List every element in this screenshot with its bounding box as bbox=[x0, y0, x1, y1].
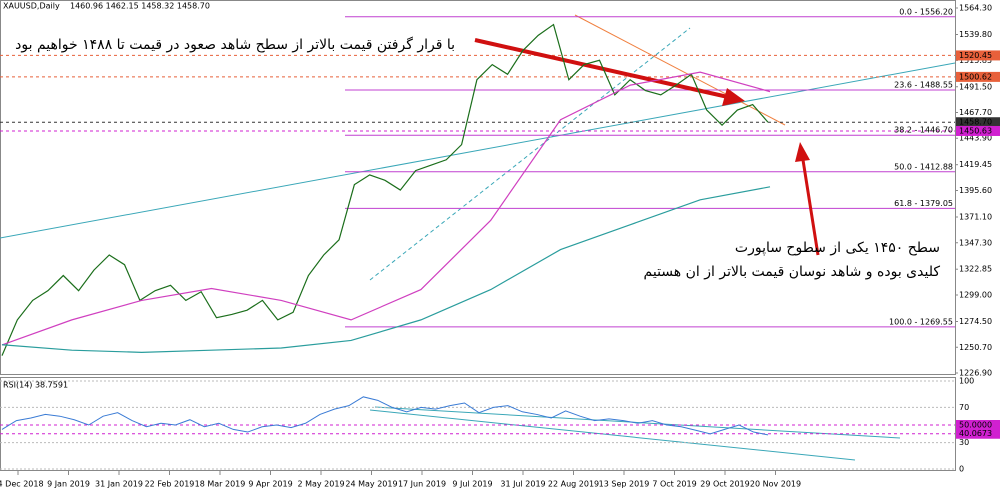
level-label: 1500.62 bbox=[959, 72, 992, 81]
y-tick-label: 1467.70 bbox=[959, 108, 992, 117]
x-tick-label: 9 Jan 2019 bbox=[47, 480, 90, 489]
chart-title: XAUUSD,Daily bbox=[3, 2, 60, 11]
y-tick-label: 70 bbox=[959, 403, 969, 412]
y-tick-label: 1250.70 bbox=[959, 343, 992, 352]
y-tick-label: 1419.45 bbox=[959, 160, 992, 169]
x-tick-label: 9 Apr 2019 bbox=[248, 480, 292, 489]
rsi-trend bbox=[374, 406, 901, 439]
price-line bbox=[1, 23, 769, 356]
y-tick-label: 1274.50 bbox=[959, 317, 992, 326]
y-tick-label: 1564.30 bbox=[959, 4, 992, 13]
level-label: 50.0000 bbox=[959, 421, 992, 430]
x-tick-label: 14 Dec 2018 bbox=[0, 480, 44, 489]
fib-label: 61.8 - 1379.05 bbox=[894, 199, 953, 208]
trend-line bbox=[574, 14, 786, 126]
trend-line bbox=[369, 27, 691, 281]
x-tick-label: 9 Jul 2019 bbox=[452, 480, 492, 489]
fib-label: 50.0 - 1412.88 bbox=[894, 162, 953, 171]
price-line bbox=[1, 71, 771, 346]
y-tick-label: 1371.10 bbox=[959, 213, 992, 222]
fib-label: 38.2 - 1446.70 bbox=[894, 126, 953, 135]
x-tick-label: 31 Jul 2019 bbox=[500, 480, 545, 489]
y-tick-label: 1491.50 bbox=[959, 82, 992, 91]
fib-label: 0.0 - 1556.20 bbox=[899, 7, 953, 16]
y-tick-label: 1226.90 bbox=[959, 369, 992, 378]
y-tick-label: 1395.60 bbox=[959, 186, 992, 195]
annotation: سطح ۱۴۵۰ یکی از سطوح ساپورت bbox=[735, 240, 940, 256]
y-tick-label: 1299.00 bbox=[959, 291, 992, 300]
x-tick-label: 29 Oct 2019 bbox=[700, 480, 749, 489]
fib-label: 100.0 - 1269.55 bbox=[889, 317, 953, 326]
level-box bbox=[956, 428, 1000, 439]
trend-line bbox=[0, 62, 956, 239]
level-label: 1520.45 bbox=[959, 51, 992, 60]
level-box bbox=[956, 117, 1000, 128]
annotation: کلیدی بوده و شاهد نوسان قیمت بالاتر از ا… bbox=[644, 264, 941, 280]
y-tick-label: 1443.90 bbox=[959, 134, 992, 143]
level-box bbox=[956, 71, 1000, 82]
rsi-frame bbox=[0, 377, 956, 471]
level-box bbox=[956, 125, 1000, 136]
x-tick-label: 22 Aug 2019 bbox=[548, 480, 599, 489]
x-tick-label: 13 Sep 2019 bbox=[599, 480, 650, 489]
x-tick-label: 18 Mar 2019 bbox=[195, 480, 246, 489]
y-tick-label: 1322.85 bbox=[959, 265, 992, 274]
x-tick-label: 22 Feb 2019 bbox=[145, 480, 195, 489]
rsi-line bbox=[1, 396, 769, 436]
level-label: 1450.63 bbox=[959, 126, 992, 135]
rsi-title: RSI(14) 38.7591 bbox=[3, 381, 68, 390]
x-tick-label: 7 Oct 2019 bbox=[652, 480, 696, 489]
y-tick-label: 100 bbox=[959, 377, 974, 386]
main-frame bbox=[0, 0, 956, 375]
x-tick-label: 2 May 2019 bbox=[297, 480, 344, 489]
level-label: 1458.70 bbox=[959, 118, 992, 127]
x-tick-label: 17 Jun 2019 bbox=[398, 480, 446, 489]
rsi-trend bbox=[369, 409, 856, 461]
annotation: با قرار گرفتن قیمت بالاتر از سطح شاهد صع… bbox=[15, 36, 455, 53]
y-tick-label: 1347.30 bbox=[959, 238, 992, 247]
level-label: 40.0673 bbox=[959, 429, 992, 438]
arrow-head bbox=[722, 88, 745, 106]
x-tick-label: 31 Jan 2019 bbox=[95, 480, 143, 489]
y-tick-label: 30 bbox=[959, 438, 969, 447]
level-box bbox=[956, 420, 1000, 430]
price-line bbox=[1, 186, 771, 353]
arrow bbox=[474, 38, 729, 99]
level-box bbox=[956, 50, 1000, 61]
x-tick-label: 20 Nov 2019 bbox=[750, 480, 801, 489]
ohlc: 1460.96 1462.15 1458.32 1458.70 bbox=[70, 2, 210, 11]
x-tick-label: 24 May 2019 bbox=[345, 480, 397, 489]
arrow bbox=[801, 159, 820, 256]
arrow-head bbox=[795, 142, 810, 162]
fib-label: 23.6 - 1488.55 bbox=[894, 80, 953, 89]
y-tick-label: 0 bbox=[959, 465, 964, 474]
y-tick-label: 1539.80 bbox=[959, 30, 992, 39]
